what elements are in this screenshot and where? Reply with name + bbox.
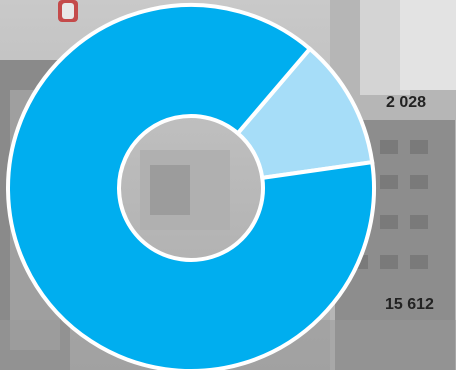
donut-slice-2 <box>6 3 376 370</box>
data-label-slice-2: 15 612 <box>385 296 434 313</box>
data-label-slice-1: 2 028 <box>386 94 427 111</box>
